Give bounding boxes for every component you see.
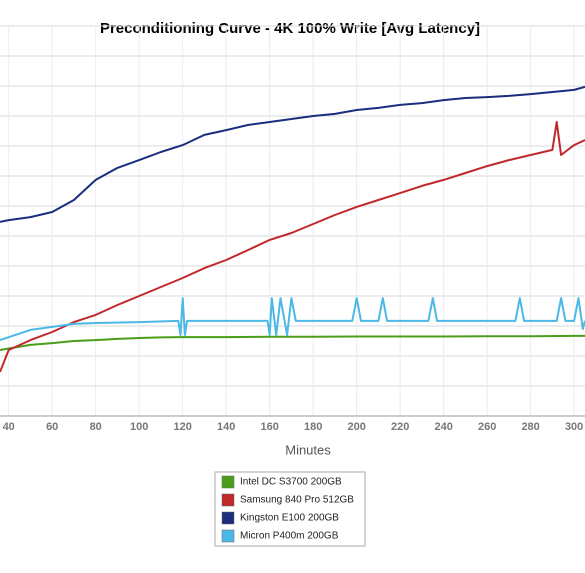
legend-swatch [221, 493, 235, 507]
x-tick-label: 260 [478, 421, 496, 433]
legend-box [214, 471, 366, 547]
line [0, 334, 585, 351]
legend-swatch [221, 529, 235, 543]
x-tick-label: 60 [46, 421, 58, 433]
legend-label: Kingston E100 200GB [240, 513, 339, 524]
line [0, 121, 585, 373]
x-tick-label: 240 [434, 421, 452, 433]
x-tick-label: 120 [173, 421, 191, 433]
x-axis-label: Minutes [285, 442, 331, 457]
x-tick-label: 40 [3, 421, 15, 433]
chart-title: Preconditioning Curve - 4K 100% Write [A… [100, 20, 480, 37]
x-tick-label: 180 [304, 421, 322, 433]
legend-label: Intel DC S3700 200GB [240, 477, 342, 488]
x-tick-label: 280 [521, 421, 539, 433]
x-tick-label: 80 [90, 421, 102, 433]
x-tick-label: 100 [130, 421, 148, 433]
legend-swatch [221, 475, 235, 489]
x-tick-label: 160 [260, 421, 278, 433]
line [0, 85, 585, 223]
x-tick-label: 140 [217, 421, 235, 433]
legend-label: Micron P400m 200GB [240, 531, 339, 542]
line [0, 297, 585, 342]
legend-label: Samsung 840 Pro 512GB [240, 495, 354, 506]
x-tick-label: 300 [565, 421, 583, 433]
x-tick-label: 220 [391, 421, 409, 433]
x-tick-label: 200 [347, 421, 365, 433]
legend-swatch [221, 511, 235, 525]
